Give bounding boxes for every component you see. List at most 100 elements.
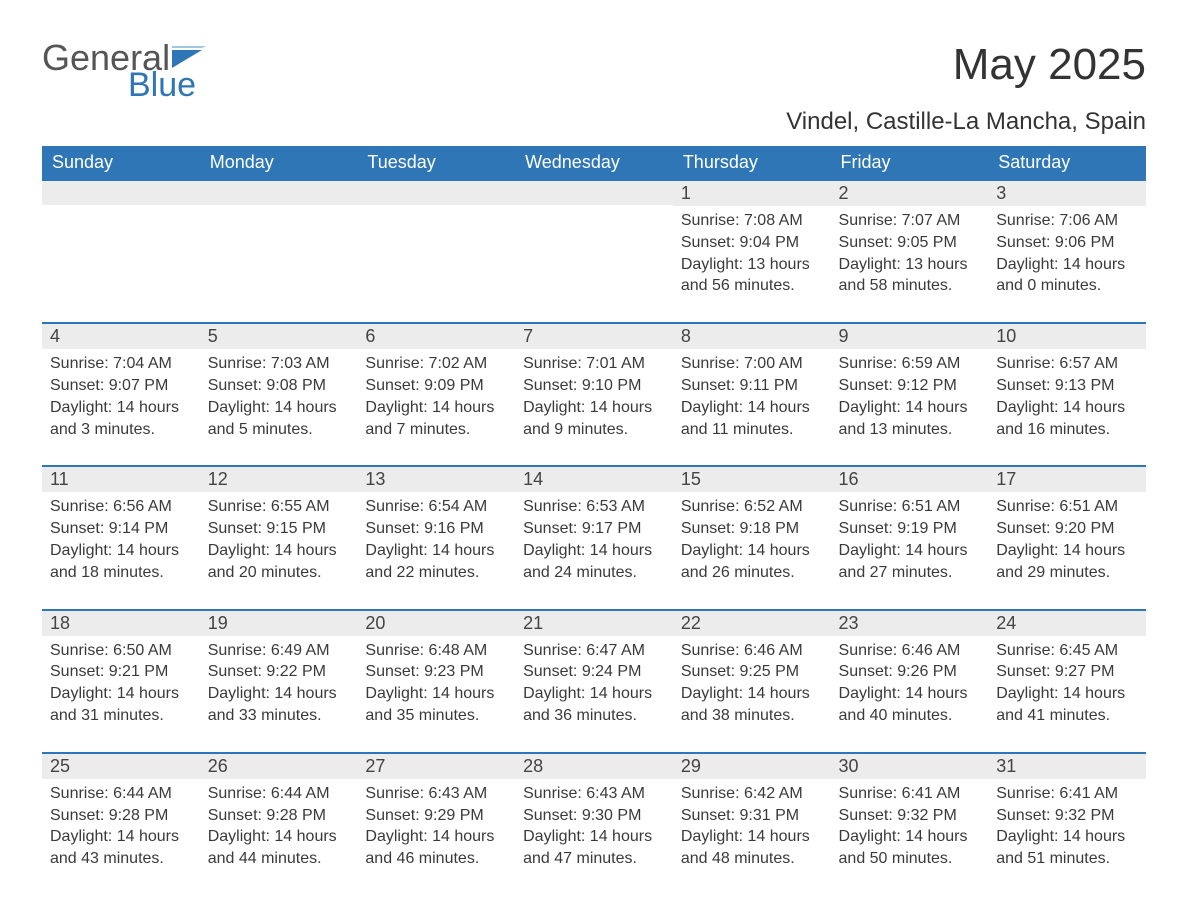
calendar-cell: 2Sunrise: 7:07 AMSunset: 9:05 PMDaylight… <box>831 180 989 323</box>
header-row: General Blue May 2025 <box>42 40 1146 102</box>
daylight-line-2: and 38 minutes. <box>681 706 823 727</box>
sunset-text: Sunset: 9:28 PM <box>50 806 192 827</box>
calendar-cell <box>200 180 358 323</box>
sunset-text: Sunset: 9:07 PM <box>50 376 192 397</box>
daylight-line-1: Daylight: 14 hours <box>681 541 823 562</box>
sunset-text: Sunset: 9:17 PM <box>523 519 665 540</box>
calendar-cell: 22Sunrise: 6:46 AMSunset: 9:25 PMDayligh… <box>673 610 831 753</box>
sunrise-text: Sunrise: 6:54 AM <box>365 497 507 518</box>
calendar-cell <box>515 180 673 323</box>
daylight-line-1: Daylight: 14 hours <box>523 827 665 848</box>
calendar-cell: 25Sunrise: 6:44 AMSunset: 9:28 PMDayligh… <box>42 753 200 895</box>
day-body: Sunrise: 6:56 AMSunset: 9:14 PMDaylight:… <box>42 492 200 608</box>
sunrise-text: Sunrise: 6:44 AM <box>208 784 350 805</box>
sunrise-text: Sunrise: 6:50 AM <box>50 641 192 662</box>
calendar-cell: 6Sunrise: 7:02 AMSunset: 9:09 PMDaylight… <box>357 323 515 466</box>
day-number: 19 <box>200 611 358 636</box>
sunrise-text: Sunrise: 7:07 AM <box>839 211 981 232</box>
daylight-line-2: and 7 minutes. <box>365 420 507 441</box>
day-body <box>200 205 358 289</box>
daylight-line-2: and 13 minutes. <box>839 420 981 441</box>
sunset-text: Sunset: 9:20 PM <box>996 519 1138 540</box>
daylight-line-1: Daylight: 14 hours <box>208 827 350 848</box>
sunset-text: Sunset: 9:29 PM <box>365 806 507 827</box>
sunrise-text: Sunrise: 6:52 AM <box>681 497 823 518</box>
calendar-cell <box>42 180 200 323</box>
calendar-cell: 15Sunrise: 6:52 AMSunset: 9:18 PMDayligh… <box>673 466 831 609</box>
daylight-line-1: Daylight: 14 hours <box>996 827 1138 848</box>
sunrise-text: Sunrise: 7:03 AM <box>208 354 350 375</box>
sunrise-text: Sunrise: 6:51 AM <box>996 497 1138 518</box>
day-body: Sunrise: 7:06 AMSunset: 9:06 PMDaylight:… <box>988 206 1146 322</box>
day-body: Sunrise: 6:52 AMSunset: 9:18 PMDaylight:… <box>673 492 831 608</box>
daylight-line-1: Daylight: 14 hours <box>681 684 823 705</box>
day-body: Sunrise: 6:43 AMSunset: 9:29 PMDaylight:… <box>357 779 515 895</box>
daylight-line-1: Daylight: 14 hours <box>365 827 507 848</box>
day-number <box>42 181 200 205</box>
daylight-line-2: and 44 minutes. <box>208 849 350 870</box>
logo: General Blue <box>42 40 206 102</box>
location-text: Vindel, Castille-La Mancha, Spain <box>42 108 1146 136</box>
daylight-line-1: Daylight: 14 hours <box>839 827 981 848</box>
daylight-line-1: Daylight: 14 hours <box>208 398 350 419</box>
weekday-header: Thursday <box>673 146 831 180</box>
sunrise-text: Sunrise: 6:41 AM <box>839 784 981 805</box>
daylight-line-2: and 5 minutes. <box>208 420 350 441</box>
calendar-week-row: 1Sunrise: 7:08 AMSunset: 9:04 PMDaylight… <box>42 180 1146 323</box>
daylight-line-2: and 18 minutes. <box>50 563 192 584</box>
sunrise-text: Sunrise: 6:44 AM <box>50 784 192 805</box>
sunset-text: Sunset: 9:24 PM <box>523 662 665 683</box>
day-body: Sunrise: 6:50 AMSunset: 9:21 PMDaylight:… <box>42 636 200 752</box>
sunrise-text: Sunrise: 6:57 AM <box>996 354 1138 375</box>
page-title: May 2025 <box>953 40 1146 90</box>
daylight-line-1: Daylight: 14 hours <box>208 541 350 562</box>
daylight-line-2: and 22 minutes. <box>365 563 507 584</box>
day-number: 13 <box>357 467 515 492</box>
day-number: 23 <box>831 611 989 636</box>
daylight-line-1: Daylight: 14 hours <box>50 398 192 419</box>
day-number: 10 <box>988 324 1146 349</box>
day-body: Sunrise: 6:53 AMSunset: 9:17 PMDaylight:… <box>515 492 673 608</box>
weekday-header-row: SundayMondayTuesdayWednesdayThursdayFrid… <box>42 146 1146 180</box>
daylight-line-2: and 51 minutes. <box>996 849 1138 870</box>
sunset-text: Sunset: 9:32 PM <box>996 806 1138 827</box>
calendar-cell: 18Sunrise: 6:50 AMSunset: 9:21 PMDayligh… <box>42 610 200 753</box>
day-number: 5 <box>200 324 358 349</box>
day-body: Sunrise: 6:51 AMSunset: 9:19 PMDaylight:… <box>831 492 989 608</box>
calendar-cell <box>357 180 515 323</box>
day-number <box>200 181 358 205</box>
calendar-cell: 17Sunrise: 6:51 AMSunset: 9:20 PMDayligh… <box>988 466 1146 609</box>
daylight-line-2: and 43 minutes. <box>50 849 192 870</box>
sunrise-text: Sunrise: 7:02 AM <box>365 354 507 375</box>
daylight-line-2: and 41 minutes. <box>996 706 1138 727</box>
daylight-line-2: and 3 minutes. <box>50 420 192 441</box>
day-body: Sunrise: 7:08 AMSunset: 9:04 PMDaylight:… <box>673 206 831 322</box>
sunrise-text: Sunrise: 6:46 AM <box>839 641 981 662</box>
daylight-line-2: and 50 minutes. <box>839 849 981 870</box>
day-body: Sunrise: 6:46 AMSunset: 9:25 PMDaylight:… <box>673 636 831 752</box>
day-number: 6 <box>357 324 515 349</box>
sunset-text: Sunset: 9:28 PM <box>208 806 350 827</box>
calendar-cell: 9Sunrise: 6:59 AMSunset: 9:12 PMDaylight… <box>831 323 989 466</box>
sunset-text: Sunset: 9:16 PM <box>365 519 507 540</box>
day-body: Sunrise: 6:57 AMSunset: 9:13 PMDaylight:… <box>988 349 1146 465</box>
daylight-line-2: and 27 minutes. <box>839 563 981 584</box>
sunset-text: Sunset: 9:14 PM <box>50 519 192 540</box>
sunset-text: Sunset: 9:26 PM <box>839 662 981 683</box>
daylight-line-2: and 56 minutes. <box>681 276 823 297</box>
sunrise-text: Sunrise: 6:45 AM <box>996 641 1138 662</box>
calendar-week-row: 11Sunrise: 6:56 AMSunset: 9:14 PMDayligh… <box>42 466 1146 609</box>
calendar-week-row: 18Sunrise: 6:50 AMSunset: 9:21 PMDayligh… <box>42 610 1146 753</box>
day-body: Sunrise: 7:04 AMSunset: 9:07 PMDaylight:… <box>42 349 200 465</box>
day-number: 25 <box>42 754 200 779</box>
sunrise-text: Sunrise: 6:56 AM <box>50 497 192 518</box>
sunrise-text: Sunrise: 6:49 AM <box>208 641 350 662</box>
day-body: Sunrise: 7:01 AMSunset: 9:10 PMDaylight:… <box>515 349 673 465</box>
day-number: 3 <box>988 181 1146 206</box>
sunrise-text: Sunrise: 7:00 AM <box>681 354 823 375</box>
sunset-text: Sunset: 9:13 PM <box>996 376 1138 397</box>
sunrise-text: Sunrise: 6:47 AM <box>523 641 665 662</box>
daylight-line-1: Daylight: 14 hours <box>996 398 1138 419</box>
day-number <box>357 181 515 205</box>
daylight-line-1: Daylight: 14 hours <box>839 684 981 705</box>
